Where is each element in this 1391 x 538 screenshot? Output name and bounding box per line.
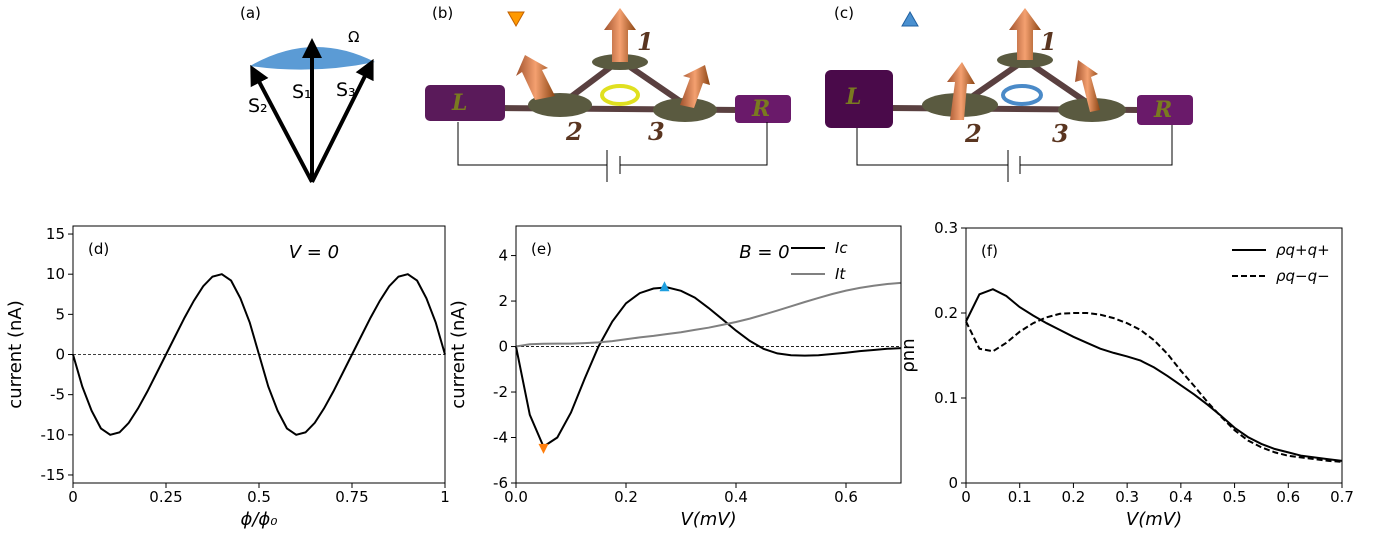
y-tick-label: 2 <box>498 292 508 310</box>
figure: (a) Ω S₂ S₁ S₃ (b) L R 1 2 3 (c) L R 1 2… <box>0 0 1391 538</box>
series-line <box>966 289 1342 461</box>
x-tick-label: 0.5 <box>1223 488 1247 506</box>
x-tick-label: 0.5 <box>247 488 271 506</box>
panel-label: (b) <box>432 4 453 22</box>
y-tick-label: -2 <box>493 383 508 401</box>
legend-label: ρq+q+ <box>1276 241 1330 259</box>
y-tick-label: 10 <box>46 265 65 283</box>
x-tick-label: 0 <box>68 488 78 506</box>
x-tick-label: 0.3 <box>1115 488 1139 506</box>
chart: 0 0.25 0.5 0.75 1 -15 -10 -5 0 5 10 15 (d) V = 0 ϕ/ϕ₀ c… <box>5 225 450 530</box>
spin <box>516 55 555 100</box>
diagram-c: (c) L R 1 2 3 <box>825 4 1193 182</box>
panel-label: (c) <box>834 4 854 22</box>
spin <box>604 8 636 62</box>
x-tick-label: 0 <box>961 488 971 506</box>
x-tick-label: 1 <box>440 488 450 506</box>
annotation: B = 0 <box>739 242 789 263</box>
chart: 0 0.1 0.2 0.3 0.4 0.5 0.6 0.7 0 0.1 0.2 0.3 (f) V(mV)… <box>898 219 1354 530</box>
y-tick-label: 0 <box>948 474 958 492</box>
y-axis-label: current (nA) <box>448 300 469 408</box>
y-axis-label: ρnn <box>898 338 919 372</box>
x-tick-label: 0.4 <box>1169 488 1193 506</box>
site-label: 3 <box>648 117 665 146</box>
lead-label: L <box>451 90 467 116</box>
x-tick-label: 0.4 <box>724 488 748 506</box>
site-label: 2 <box>565 117 583 146</box>
current-loop <box>602 86 638 104</box>
x-tick-label: 0.6 <box>1276 488 1300 506</box>
y-tick-label: 4 <box>498 247 508 265</box>
annotation: V = 0 <box>289 242 339 263</box>
marker-icon <box>508 12 524 26</box>
panel-label: (a) <box>240 4 261 22</box>
diagram-b: (b) L R 1 2 3 <box>425 4 791 182</box>
circuit <box>857 125 1172 182</box>
y-tick-label: 0.2 <box>934 304 958 322</box>
y-tick-label: -4 <box>493 429 508 447</box>
y-tick-label: -6 <box>493 474 508 492</box>
circuit <box>458 122 767 182</box>
x-tick-label: 0.2 <box>1061 488 1085 506</box>
panel-label: (d) <box>88 240 109 258</box>
legend-label: Ic <box>835 239 848 257</box>
y-tick-label: -10 <box>41 426 66 444</box>
spin-label: S₂ <box>248 95 268 117</box>
x-tick-label: 0.1 <box>1008 488 1032 506</box>
x-tick-label: 0.75 <box>335 488 368 506</box>
lead-label: L <box>845 84 861 110</box>
omega-label: Ω <box>348 28 359 46</box>
y-tick-label: 0 <box>498 338 508 356</box>
x-tick-label: 0.6 <box>834 488 858 506</box>
point-marker <box>660 281 670 291</box>
lead-label: R <box>1153 97 1172 123</box>
y-tick-label: 15 <box>46 225 65 243</box>
x-axis-label: ϕ/ϕ₀ <box>240 509 277 530</box>
x-tick-label: 0.2 <box>614 488 638 506</box>
marker-icon <box>902 12 918 26</box>
y-tick-label: -15 <box>41 466 66 484</box>
point-marker <box>539 444 549 454</box>
current-loop <box>1003 86 1041 104</box>
x-axis-label: V(mV) <box>680 509 736 530</box>
y-tick-label: 5 <box>55 305 65 323</box>
y-tick-label: 0 <box>55 346 65 364</box>
x-tick-label: 0.25 <box>149 488 182 506</box>
spin-label: S₃ <box>336 79 356 101</box>
y-tick-label: 0.3 <box>934 219 958 237</box>
y-tick-label: 0.1 <box>934 389 958 407</box>
x-tick-label: 0.7 <box>1330 488 1354 506</box>
legend-label: It <box>835 265 846 283</box>
diagram-a: (a) Ω S₂ S₁ S₃ <box>240 4 375 182</box>
spin <box>1009 8 1041 60</box>
series-line <box>516 287 901 446</box>
y-tick-label: -5 <box>50 386 65 404</box>
legend-label: ρq−q− <box>1276 267 1330 285</box>
site-label: 1 <box>1040 27 1057 56</box>
lead-label: R <box>751 96 770 122</box>
spin-label: S₁ <box>292 81 312 103</box>
y-axis-label: current (nA) <box>5 300 26 408</box>
series-line <box>966 313 1342 462</box>
site-label: 2 <box>964 119 982 148</box>
panel-label: (f) <box>981 242 998 260</box>
x-axis-label: V(mV) <box>1126 509 1182 530</box>
series-line <box>516 283 901 347</box>
site-label: 3 <box>1052 119 1069 148</box>
panel-label: (e) <box>531 240 552 258</box>
site-label: 1 <box>637 27 654 56</box>
